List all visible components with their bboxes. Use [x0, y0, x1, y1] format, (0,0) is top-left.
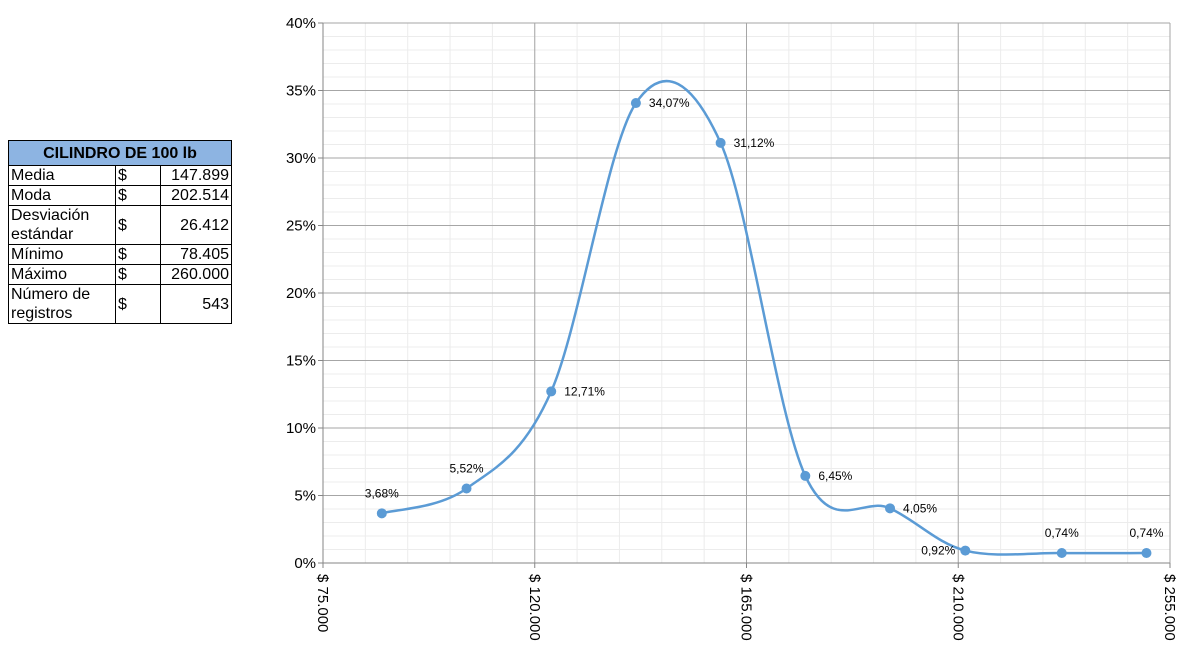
stats-row: Desviación estándar $ 26.412 [8, 205, 232, 245]
stats-row: Media $ 147.899 [8, 165, 232, 186]
data-point [376, 508, 387, 519]
data-point [1141, 548, 1152, 559]
data-point [630, 98, 641, 109]
stats-value: 147.899 [160, 165, 232, 186]
data-label: 0,92% [921, 544, 955, 558]
y-tick-label: 40% [286, 15, 316, 32]
data-label: 0,74% [1129, 526, 1163, 540]
y-tick-label: 25% [286, 218, 316, 235]
y-tick-label: 15% [286, 353, 316, 370]
stats-label: Moda [8, 185, 116, 206]
stats-value: 543 [160, 284, 232, 324]
y-tick-label: 20% [286, 285, 316, 302]
stats-table: CILINDRO DE 100 lb Media $ 147.899 Moda … [8, 140, 232, 324]
x-tick-label: $ 75.000 [314, 574, 331, 632]
data-point [960, 545, 971, 556]
stats-currency: $ [115, 284, 161, 324]
data-label: 3,68% [365, 486, 399, 500]
x-tick-label: $ 255.000 [1161, 574, 1177, 641]
data-point [715, 137, 726, 148]
data-point [885, 503, 896, 514]
stats-label: Desviación estándar [8, 205, 116, 245]
data-label: 34,07% [649, 96, 690, 110]
stats-row: Número de registros $ 543 [8, 284, 232, 324]
stats-value: 260.000 [160, 264, 232, 285]
data-label: 12,71% [564, 384, 605, 398]
stats-title: CILINDRO DE 100 lb [8, 140, 232, 166]
x-tick-label: $ 120.000 [526, 574, 543, 641]
data-label: 31,12% [734, 136, 775, 150]
y-tick-label: 0% [294, 555, 316, 572]
series-line [381, 79, 1147, 556]
y-tick-label: 35% [286, 83, 316, 100]
stats-row: Máximo $ 260.000 [8, 264, 232, 285]
data-label: 0,74% [1045, 526, 1079, 540]
data-point [800, 470, 811, 481]
y-tick-label: 30% [286, 150, 316, 167]
data-point [546, 386, 557, 397]
data-point [461, 483, 472, 494]
stats-row: Mínimo $ 78.405 [8, 244, 232, 265]
y-tick-label: 5% [294, 488, 316, 505]
data-point [1056, 548, 1067, 559]
stats-header-row: CILINDRO DE 100 lb [8, 140, 232, 166]
y-tick-label: 10% [286, 420, 316, 437]
stats-label: Número de registros [8, 284, 116, 324]
data-label: 6,45% [818, 469, 852, 483]
stats-value: 78.405 [160, 244, 232, 265]
data-label: 5,52% [450, 461, 484, 475]
x-tick-label: $ 165.000 [738, 574, 755, 641]
data-label: 4,05% [903, 501, 937, 515]
stats-currency: $ [115, 205, 161, 245]
x-tick-label: $ 210.000 [949, 574, 966, 641]
